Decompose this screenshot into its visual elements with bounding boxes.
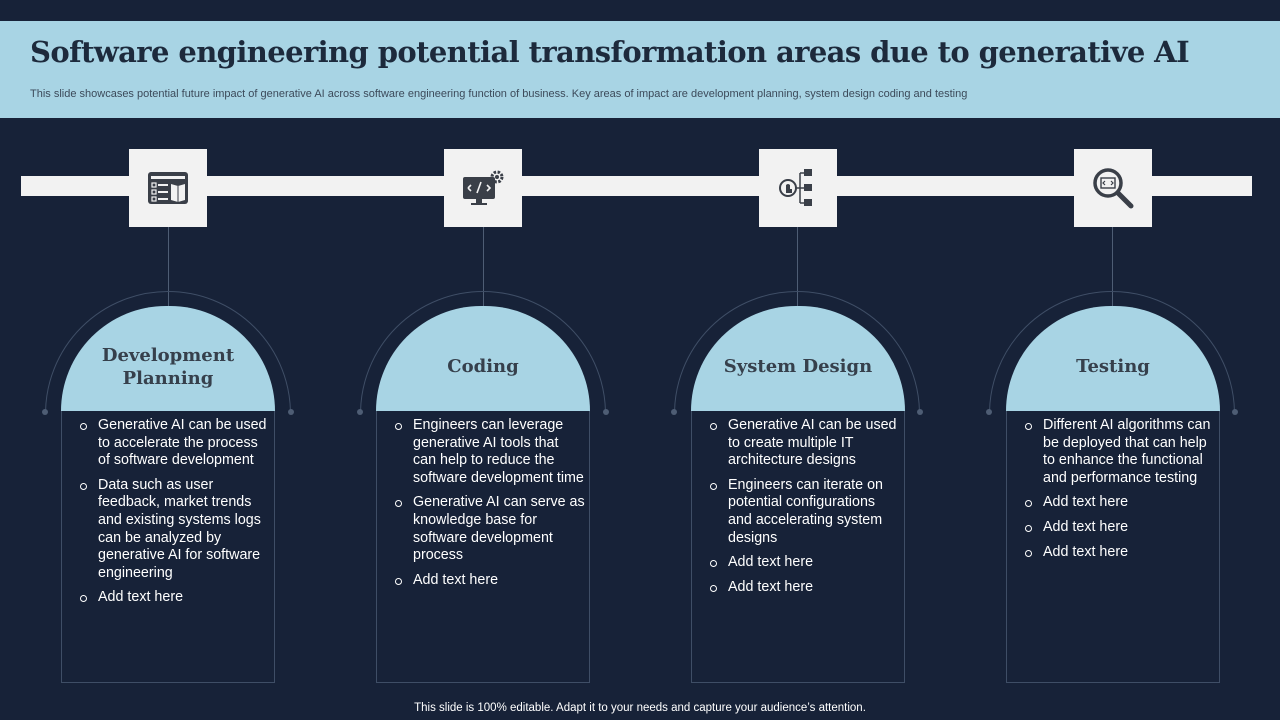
card-title-line: Testing xyxy=(1076,356,1150,377)
bullet-item: Generative AI can serve as knowledge bas… xyxy=(393,494,585,564)
bullet-item: Add text here xyxy=(393,572,585,590)
card-testing: Testing Different AI algorithms can be d… xyxy=(1006,306,1220,683)
code-monitor-gear-icon xyxy=(463,170,504,205)
ring-dot xyxy=(357,409,363,415)
card-body xyxy=(376,411,590,683)
ring-dot xyxy=(1232,409,1238,415)
bullet-item: Add text here xyxy=(1023,494,1215,512)
ring-dot xyxy=(42,409,48,415)
slide-subtitle: This slide showcases potential future im… xyxy=(30,88,968,100)
card-title: Coding xyxy=(376,355,590,378)
ring-dot xyxy=(986,409,992,415)
connector-line xyxy=(483,227,484,309)
connector-line xyxy=(168,227,169,309)
icon-box-system-design xyxy=(759,149,837,227)
bullet-item: Add text here xyxy=(708,554,900,572)
bullet-list: Generative AI can be used to create mult… xyxy=(708,417,900,603)
bullet-item: Generative AI can be used to accelerate … xyxy=(78,417,270,470)
card-system-design: System Design Generative AI can be used … xyxy=(691,306,905,683)
ring-dot xyxy=(671,409,677,415)
ring-dot xyxy=(917,409,923,415)
bullet-item: Add text here xyxy=(1023,544,1215,562)
system-hierarchy-icon xyxy=(779,169,812,206)
card-body xyxy=(61,411,275,683)
ring-dot xyxy=(288,409,294,415)
bullet-item: Add text here xyxy=(78,589,270,607)
card-body xyxy=(691,411,905,683)
footer-note: This slide is 100% editable. Adapt it to… xyxy=(414,702,866,714)
card-title: Testing xyxy=(1006,355,1220,378)
card-title: System Design xyxy=(691,355,905,378)
icon-box-coding xyxy=(444,149,522,227)
card-cap: Testing xyxy=(1006,306,1220,411)
icon-box-testing xyxy=(1074,149,1152,227)
card-body xyxy=(1006,411,1220,683)
connector-line xyxy=(1112,227,1113,309)
card-cap: Coding xyxy=(376,306,590,411)
card-title: Development Planning xyxy=(61,344,275,390)
card-cap: System Design xyxy=(691,306,905,411)
card-title-line: Development xyxy=(101,345,235,366)
bullet-item: Different AI algorithms can be deployed … xyxy=(1023,417,1215,487)
planning-checklist-icon xyxy=(148,172,188,204)
bullet-item: Engineers can leverage generative AI too… xyxy=(393,417,585,487)
bullet-list: Engineers can leverage generative AI too… xyxy=(393,417,585,596)
card-title-line: Planning xyxy=(122,368,214,389)
header-band: Software engineering potential transform… xyxy=(0,21,1280,118)
icon-box-development-planning xyxy=(129,149,207,227)
bullet-item: Engineers can iterate on potential confi… xyxy=(708,477,900,547)
code-magnifier-icon xyxy=(1093,168,1134,209)
card-coding: Coding Engineers can leverage generative… xyxy=(376,306,590,683)
card-cap: Development Planning xyxy=(61,306,275,411)
card-development-planning: Development Planning Generative AI can b… xyxy=(61,306,275,683)
bullet-list: Different AI algorithms can be deployed … xyxy=(1023,417,1215,568)
card-title-line: Coding xyxy=(447,356,519,377)
ring-dot xyxy=(603,409,609,415)
timeline-bar xyxy=(21,176,1252,196)
bullet-item: Data such as user feedback, market trend… xyxy=(78,477,270,583)
slide-title: Software engineering potential transform… xyxy=(30,35,1190,69)
bullet-list: Generative AI can be used to accelerate … xyxy=(78,417,270,614)
bullet-item: Add text here xyxy=(1023,519,1215,537)
bullet-item: Generative AI can be used to create mult… xyxy=(708,417,900,470)
card-title-line: System Design xyxy=(723,356,873,377)
bullet-item: Add text here xyxy=(708,579,900,597)
connector-line xyxy=(797,227,798,309)
